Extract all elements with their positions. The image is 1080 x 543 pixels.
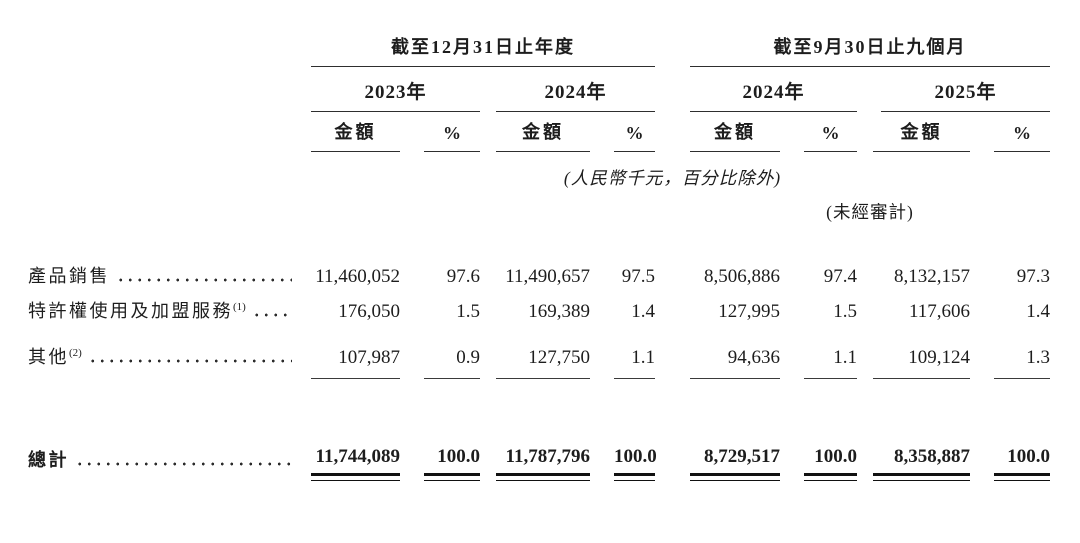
label-column-spacer	[15, 20, 295, 67]
amount-header: 金額	[690, 112, 780, 152]
table-row-product-sales: 產品銷售 11,460,052 97.6 11,490,657 97.5 8,5…	[15, 262, 1050, 288]
year-header-2025: 2025年	[857, 67, 1050, 112]
percent-header: %	[970, 112, 1050, 152]
unaudited-note: (未經審計)	[826, 202, 914, 222]
total-label: 總計	[28, 450, 69, 470]
percent-header: %	[780, 112, 857, 152]
cell-amount: 11,490,657	[505, 266, 590, 287]
cell-amount: 11,460,052	[315, 266, 400, 287]
total-amount: 11,744,089	[311, 446, 400, 481]
cell-amount: 117,606	[908, 301, 970, 322]
amount-header: 金額	[857, 112, 970, 152]
cell-percent: 97.4	[823, 266, 857, 287]
year-header-2024-9m: 2024年	[690, 67, 857, 112]
cell-amount: 127,995	[718, 301, 780, 322]
total-percent: 100.0	[424, 446, 480, 481]
cell-percent: 97.6	[446, 266, 480, 287]
amount-header: 金額	[295, 112, 400, 152]
cell-percent: 1.4	[1026, 301, 1050, 322]
footnote-ref: (1)	[233, 301, 246, 313]
cell-amount: 109,124	[873, 347, 970, 379]
percent-header: %	[400, 112, 480, 152]
unaudited-note-row: (未經審計)	[15, 190, 1050, 224]
spacer-row	[15, 379, 1050, 427]
cell-amount: 169,389	[528, 301, 590, 322]
year-header-row: 2023年 2024年 2024年 2025年	[15, 67, 1050, 112]
row-label: 其他(2)	[28, 347, 82, 367]
row-label: 特許權使用及加盟服務(1)	[28, 301, 246, 321]
total-amount: 8,358,887	[873, 446, 970, 481]
units-note-row: (人民幣千元，百分比除外)	[15, 152, 1050, 190]
period-group-header-row: 截至12月31日止年度 截至9月30日止九個月	[15, 20, 1050, 67]
table-row-royalty-franchise: 特許權使用及加盟服務(1) 176,050 1.5 169,389 1.4 12…	[15, 288, 1050, 323]
cell-percent: 0.9	[424, 347, 480, 379]
period-group-title: 截至12月31日止年度	[311, 33, 655, 67]
year-header-2024: 2024年	[480, 67, 655, 112]
total-percent: 100.0	[994, 446, 1050, 481]
cell-percent: 1.5	[456, 301, 480, 322]
column-header-row: 金額 % 金額 % 金額 % 金額 %	[15, 112, 1050, 152]
amount-header: 金額	[480, 112, 590, 152]
cell-percent: 97.3	[1016, 266, 1050, 287]
cell-percent: 1.1	[614, 347, 655, 379]
leader-dots	[87, 343, 292, 369]
leader-dots	[251, 297, 292, 323]
period-group-title: 截至9月30日止九個月	[690, 33, 1050, 67]
leader-dots	[75, 446, 292, 472]
total-amount: 8,729,517	[690, 446, 780, 481]
footnote-ref: (2)	[69, 347, 82, 359]
units-note: (人民幣千元，百分比除外)	[563, 168, 782, 188]
period-group-year-ended: 截至12月31日止年度	[295, 20, 655, 67]
table-row-total: 總計 11,744,089 100.0 11,787,796 100.0 8,7…	[15, 427, 1050, 488]
total-amount: 11,787,796	[496, 446, 590, 481]
revenue-breakdown-table: 截至12月31日止年度 截至9月30日止九個月 2023年 2024年 2024…	[15, 20, 1050, 488]
cell-amount: 8,132,157	[894, 266, 970, 287]
spacer-row	[15, 224, 1050, 262]
cell-percent: 1.4	[631, 301, 655, 322]
cell-amount: 176,050	[338, 301, 400, 322]
year-header-2023: 2023年	[295, 67, 480, 112]
cell-percent: 1.3	[994, 347, 1050, 379]
row-label: 產品銷售	[28, 266, 110, 286]
group-gap	[655, 20, 690, 67]
cell-amount: 107,987	[311, 347, 400, 379]
cell-amount: 94,636	[690, 347, 780, 379]
total-percent: 100.0	[804, 446, 857, 481]
total-percent: 100.0	[614, 446, 657, 481]
cell-amount: 127,750	[496, 347, 590, 379]
table-row-others: 其他(2) 107,987 0.9 127,750 1.1 94,636 1.1…	[15, 323, 1050, 379]
cell-percent: 97.5	[621, 266, 655, 287]
period-group-nine-months: 截至9月30日止九個月	[690, 20, 1050, 67]
leader-dots	[116, 262, 292, 288]
percent-header: %	[590, 112, 655, 152]
cell-percent: 1.5	[833, 301, 857, 322]
cell-percent: 1.1	[804, 347, 857, 379]
cell-amount: 8,506,886	[704, 266, 780, 287]
